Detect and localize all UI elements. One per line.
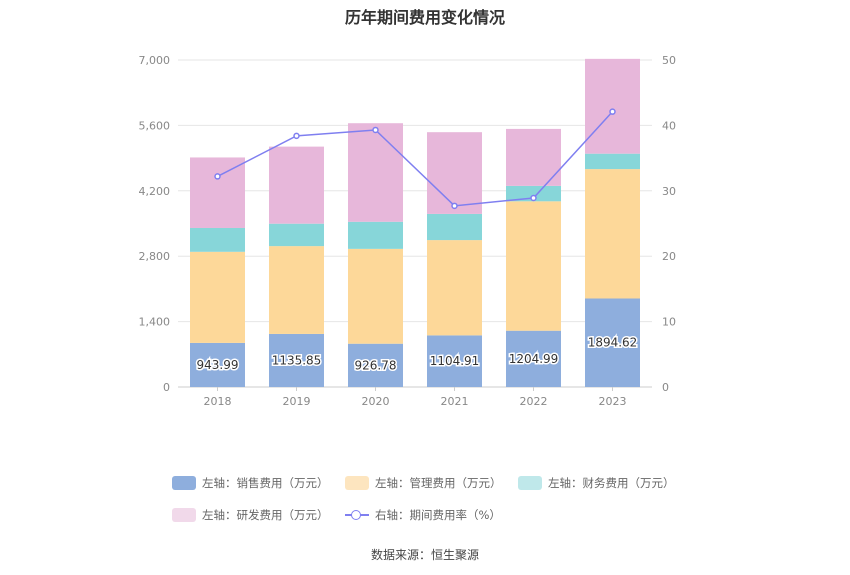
x-axis-tick: 2023: [599, 395, 627, 408]
rd-bar: [269, 146, 324, 224]
legend-item-rd[interactable]: 左轴：研发费用（万元）: [172, 507, 345, 523]
left-axis-tick: 7,000: [139, 54, 171, 67]
finance-bar: [348, 221, 403, 249]
legend-item-finance[interactable]: 左轴：财务费用（万元）: [518, 475, 691, 491]
finance-bar: [506, 185, 561, 202]
legend: 左轴：销售费用（万元） 左轴：管理费用（万元） 左轴：财务费用（万元） 左轴：研…: [172, 472, 732, 536]
legend-item-admin[interactable]: 左轴：管理费用（万元）: [345, 475, 518, 491]
legend-swatch-rate: [345, 508, 369, 522]
sales-bar: [190, 342, 245, 387]
sales-data-label: 1894.62: [588, 336, 638, 350]
admin-bar: [269, 246, 324, 334]
sales-data-label: 1104.91: [430, 354, 480, 368]
right-axis-tick: 0: [662, 381, 669, 394]
right-axis-tick: 20: [662, 250, 676, 263]
rate-point: [293, 132, 300, 140]
legend-item-rate[interactable]: 右轴：期间费用率（%）: [345, 507, 518, 523]
finance-bar: [427, 213, 482, 241]
admin-bar: [427, 240, 482, 336]
legend-label-finance: 左轴：财务费用（万元）: [548, 476, 675, 490]
finance-bar: [585, 153, 640, 170]
sales-bar: [585, 298, 640, 387]
admin-bar: [190, 251, 245, 343]
left-axis-tick: 2,800: [139, 250, 171, 263]
right-axis-tick: 10: [662, 316, 676, 329]
x-axis-tick: 2019: [283, 395, 311, 408]
admin-bar: [585, 169, 640, 299]
legend-label-sales: 左轴：销售费用（万元）: [202, 476, 329, 490]
sales-bar: [427, 335, 482, 387]
finance-bar: [190, 227, 245, 252]
x-axis-tick: 2018: [204, 395, 232, 408]
rate-point: [451, 202, 458, 210]
legend-swatch-admin: [345, 476, 369, 490]
legend-label-admin: 左轴：管理费用（万元）: [375, 476, 502, 490]
finance-bar: [269, 223, 324, 247]
rd-bar: [585, 58, 640, 154]
admin-bar: [506, 201, 561, 331]
x-axis-tick: 2021: [441, 395, 469, 408]
x-axis-tick: 2022: [520, 395, 548, 408]
legend-swatch-finance: [518, 476, 542, 490]
right-axis-tick: 50: [662, 54, 676, 67]
rate-point: [372, 126, 379, 134]
chart-title: 历年期间费用变化情况: [344, 8, 505, 27]
rate-point: [214, 173, 221, 180]
rd-bar: [506, 128, 561, 186]
legend-label-rate: 右轴：期间费用率（%）: [375, 508, 501, 522]
sales-data-label: 1135.85: [272, 353, 322, 367]
rd-bar: [190, 157, 245, 228]
right-axis-tick: 30: [662, 185, 676, 198]
legend-item-sales[interactable]: 左轴：销售费用（万元）: [172, 475, 345, 491]
data-source: 数据来源：恒生聚源: [370, 548, 479, 562]
rd-bar: [348, 123, 403, 222]
sales-data-label: 926.78: [355, 358, 397, 372]
sales-bar: [506, 330, 561, 387]
legend-swatch-sales: [172, 476, 196, 490]
left-axis-tick: 1,400: [139, 316, 171, 329]
x-axis-tick: 2020: [362, 395, 390, 408]
left-axis-tick: 4,200: [139, 185, 171, 198]
sales-bar: [348, 343, 403, 387]
rate-line: [217, 111, 614, 207]
admin-bar: [348, 248, 403, 344]
sales-bar: [269, 333, 324, 387]
rate-point: [530, 194, 537, 202]
left-axis-tick: 0: [163, 381, 170, 394]
left-axis-tick: 5,600: [139, 119, 171, 132]
legend-swatch-rd: [172, 508, 196, 522]
sales-data-label: 943.99: [197, 358, 239, 372]
legend-label-rd: 左轴：研发费用（万元）: [202, 508, 329, 522]
rd-bar: [427, 132, 482, 214]
rate-point: [609, 108, 616, 115]
right-axis-tick: 40: [662, 119, 676, 132]
sales-data-label: 1204.99: [509, 352, 559, 366]
